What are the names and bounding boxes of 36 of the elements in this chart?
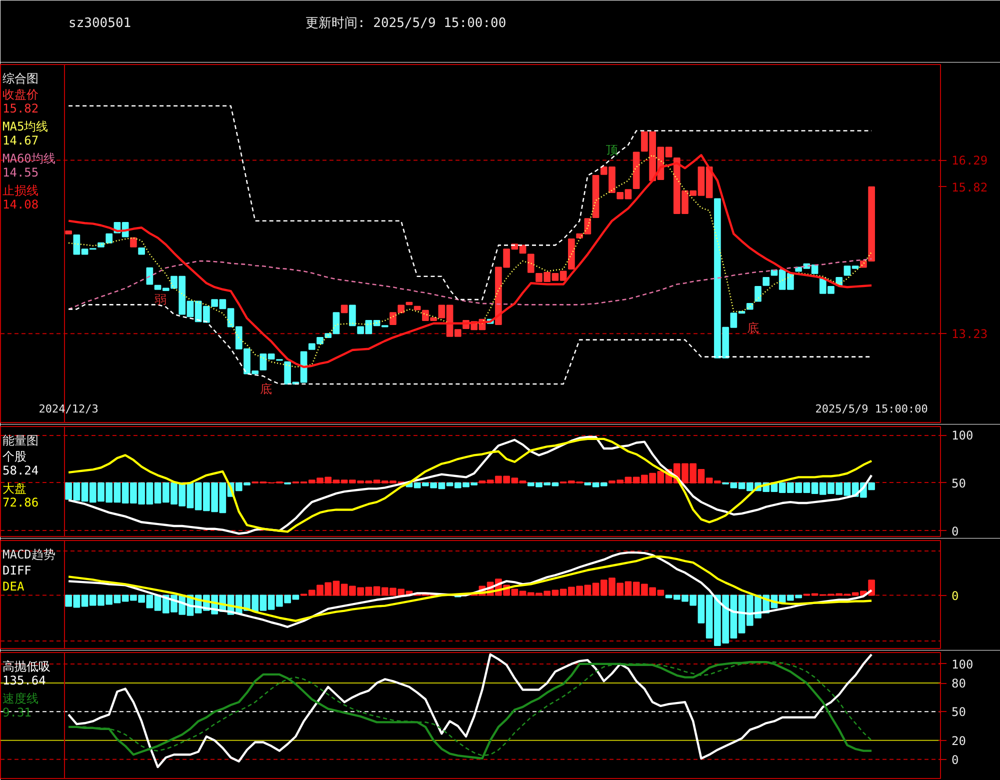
text: 14.67 — [2, 134, 39, 148]
y-tick-label: 100 — [952, 428, 974, 443]
text: 14.55 — [2, 166, 39, 180]
y-tick-label: 20 — [952, 734, 966, 748]
text: sz300501 — [68, 16, 132, 31]
text: 个股 — [2, 450, 26, 464]
text: 9.31 — [2, 706, 32, 720]
text: DEA — [2, 580, 25, 594]
text: 72.86 — [2, 496, 39, 510]
y-tick-label: 0 — [952, 524, 959, 538]
text: 更新时间: 2025/5/9 15:00:00 — [306, 16, 506, 31]
text: DIFF — [2, 564, 32, 578]
text: 底 — [260, 382, 272, 396]
y-tick-label: 50 — [952, 705, 966, 720]
x-tick-label: 2025/5/9 15:00:00 — [815, 402, 928, 416]
text: 弱 — [154, 292, 167, 306]
text: MA5均线 — [2, 120, 48, 134]
y-tick-label: 15.82 — [952, 180, 988, 194]
text: 15.82 — [2, 102, 39, 116]
y-tick-label: 50 — [952, 476, 966, 490]
y-tick-label: 13.23 — [952, 327, 988, 342]
text: 14.08 — [2, 198, 39, 212]
text: 能量图 — [2, 434, 38, 448]
text: 58.24 — [2, 464, 39, 478]
text: 综合图 — [2, 72, 38, 86]
text: 速度线 — [2, 692, 38, 706]
chart-title: MACD趋势 — [2, 548, 56, 562]
y-tick-label: 0 — [952, 752, 959, 767]
y-tick-label: 16.29 — [952, 154, 988, 168]
text: 收盘价 — [2, 88, 38, 102]
y-tick-label: 100 — [952, 657, 974, 672]
text: 底 — [746, 321, 759, 336]
text: 顶 — [606, 143, 618, 158]
text: 大盘 — [2, 482, 26, 496]
text: 止损线 — [2, 184, 38, 198]
y-tick-label: 80 — [952, 676, 966, 691]
